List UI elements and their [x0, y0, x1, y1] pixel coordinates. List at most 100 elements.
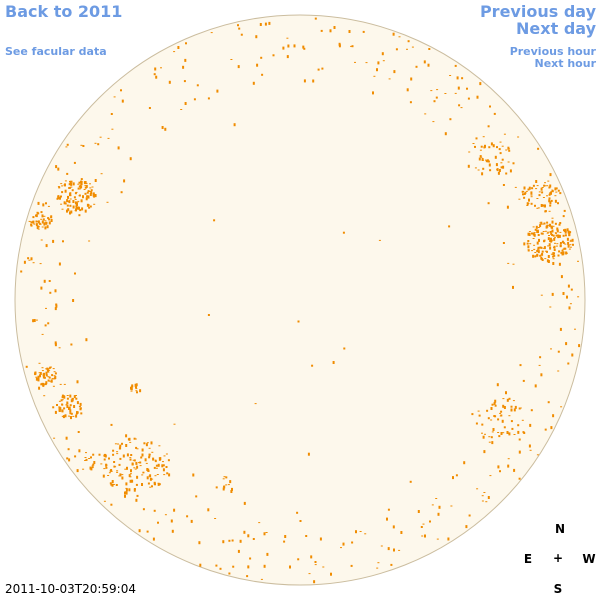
facula	[50, 215, 53, 219]
facula	[531, 232, 533, 235]
facula	[364, 533, 367, 535]
facula	[70, 182, 73, 186]
facula	[110, 483, 113, 486]
facula	[376, 68, 378, 72]
back-link[interactable]: Back to 2011	[5, 2, 123, 21]
facula	[505, 391, 507, 395]
facula	[332, 361, 335, 364]
facula	[141, 453, 144, 457]
facula	[84, 192, 87, 195]
facula	[491, 431, 494, 433]
facular-link[interactable]: See facular data	[5, 45, 107, 58]
facula	[72, 200, 75, 203]
facula	[481, 423, 484, 426]
facula	[66, 457, 69, 460]
facula	[207, 508, 210, 512]
facula	[555, 232, 557, 234]
facula	[546, 195, 548, 197]
facula	[45, 368, 48, 370]
facula	[518, 198, 521, 200]
facula	[543, 184, 546, 187]
facula	[381, 52, 384, 56]
next-hour-link[interactable]: Next hour	[534, 57, 597, 70]
facula	[64, 180, 67, 182]
facula	[51, 374, 54, 377]
facula	[508, 432, 511, 436]
facula	[562, 215, 565, 218]
facula	[57, 195, 60, 198]
facula	[567, 230, 570, 234]
facula	[80, 144, 83, 146]
facula	[547, 180, 550, 182]
facula	[552, 414, 555, 418]
next-day-link[interactable]: Next day	[516, 19, 596, 38]
facula	[506, 398, 509, 402]
facula	[450, 505, 453, 507]
facula	[398, 36, 401, 38]
facula	[448, 225, 451, 228]
facula	[48, 218, 51, 221]
facula	[57, 167, 60, 171]
facula	[533, 233, 536, 237]
facula	[533, 248, 536, 250]
facula	[76, 469, 79, 473]
facula	[116, 453, 119, 455]
facula	[142, 471, 145, 473]
facula	[60, 410, 62, 412]
facula	[427, 63, 430, 67]
facula	[538, 364, 541, 366]
facula	[523, 193, 526, 195]
facula	[35, 223, 38, 227]
facula	[481, 158, 484, 161]
facula	[501, 158, 504, 161]
facula	[544, 210, 547, 213]
facula	[93, 461, 96, 464]
facula	[528, 231, 531, 233]
facula	[78, 214, 81, 217]
facula	[543, 239, 546, 242]
facula	[109, 482, 112, 485]
facula	[436, 89, 439, 91]
facula	[40, 286, 43, 290]
facula	[456, 76, 459, 80]
facula	[547, 260, 550, 263]
previous-hour-link[interactable]: Previous hour	[509, 45, 596, 58]
facula	[80, 199, 83, 203]
facula	[63, 184, 66, 186]
facula	[32, 220, 35, 224]
facula	[543, 222, 546, 225]
facula	[213, 219, 216, 222]
facula	[523, 196, 526, 199]
facula	[81, 181, 84, 183]
facula	[160, 67, 162, 69]
facula	[62, 415, 65, 419]
facula	[474, 145, 476, 148]
facula	[256, 63, 259, 67]
facula	[536, 229, 539, 232]
facula	[92, 463, 95, 466]
facula	[333, 26, 336, 29]
facula	[512, 400, 515, 402]
facula	[32, 220, 35, 222]
facula	[72, 182, 75, 186]
facula	[555, 191, 558, 193]
facula	[479, 149, 482, 151]
facula	[45, 244, 48, 248]
facula	[556, 229, 559, 233]
facula	[135, 483, 138, 486]
facula	[532, 226, 535, 228]
previous-day-link[interactable]: Previous day	[479, 2, 596, 21]
facula	[43, 384, 45, 386]
facula	[66, 403, 69, 405]
facula	[143, 442, 146, 445]
facula	[84, 185, 87, 187]
facula	[79, 402, 82, 406]
facula	[48, 221, 51, 225]
facula	[50, 380, 53, 383]
facula	[119, 473, 122, 477]
facula	[569, 231, 572, 234]
facula	[39, 372, 42, 375]
facula	[570, 288, 573, 291]
facula	[529, 243, 532, 245]
facula	[340, 547, 342, 549]
